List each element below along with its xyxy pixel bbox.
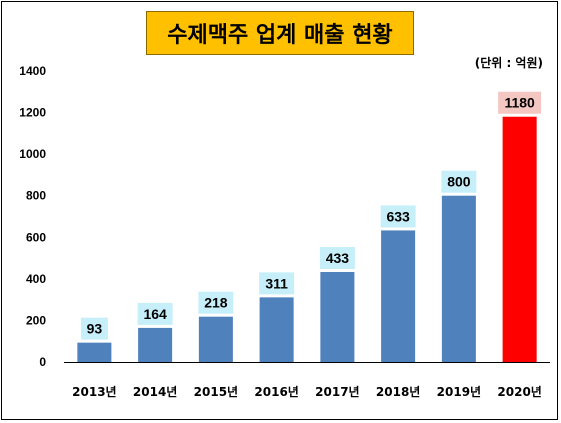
data-label: 433	[326, 250, 350, 266]
data-label-background	[80, 317, 108, 340]
data-label: 1180	[504, 95, 535, 111]
bar-2014년	[138, 327, 173, 362]
bar-2013년	[77, 342, 112, 362]
data-label: 164	[143, 306, 167, 322]
x-tick-label: 2020년	[497, 385, 541, 399]
y-axis: 0 200 400 600 800 1000 1200 1400	[19, 64, 46, 369]
data-label-background	[498, 91, 542, 114]
data-label-background	[441, 170, 477, 193]
bar-2019년	[441, 195, 476, 362]
bar-2018년	[381, 230, 416, 362]
x-tick-label: 2019년	[437, 385, 481, 399]
bar-2016년	[259, 297, 294, 362]
y-tick-label: 1400	[19, 64, 46, 78]
x-tick-label: 2014년	[133, 385, 177, 399]
bars: 93 164 218 311 433 633 800 1180	[77, 91, 542, 362]
y-tick-label: 1200	[19, 106, 46, 120]
bar-2020년	[502, 116, 537, 362]
data-label: 800	[447, 174, 471, 190]
data-label-background	[380, 205, 416, 228]
data-label: 93	[87, 321, 103, 337]
x-tick-label: 2013년	[72, 385, 116, 399]
data-label-background	[137, 302, 173, 325]
x-tick-label: 2018년	[376, 385, 420, 399]
data-label-background	[198, 291, 234, 314]
data-label: 311	[265, 275, 288, 291]
data-label-background	[319, 246, 355, 269]
bar-2015년	[198, 316, 233, 362]
data-label: 218	[204, 295, 228, 311]
unit-note: (단위 : 억원)	[474, 56, 543, 70]
x-tick-label: 2017년	[315, 385, 359, 399]
data-label: 633	[386, 208, 410, 224]
chart-title: 수제맥주 업계 매출 현황	[146, 11, 414, 55]
y-tick-label: 1000	[19, 147, 46, 161]
x-tick-label: 2015년	[194, 385, 238, 399]
y-tick-label: 800	[26, 189, 46, 203]
data-label-background	[259, 272, 295, 295]
y-tick-label: 400	[26, 272, 46, 286]
y-tick-label: 600	[26, 230, 46, 244]
y-tick-label: 0	[39, 355, 46, 369]
x-axis: 2013년 2014년 2015년 2016년 2017년 2018년 2019년 2020년	[64, 362, 550, 399]
bar-2017년	[320, 271, 355, 362]
x-tick-label: 2016년	[254, 385, 298, 399]
y-tick-label: 200	[26, 313, 46, 327]
